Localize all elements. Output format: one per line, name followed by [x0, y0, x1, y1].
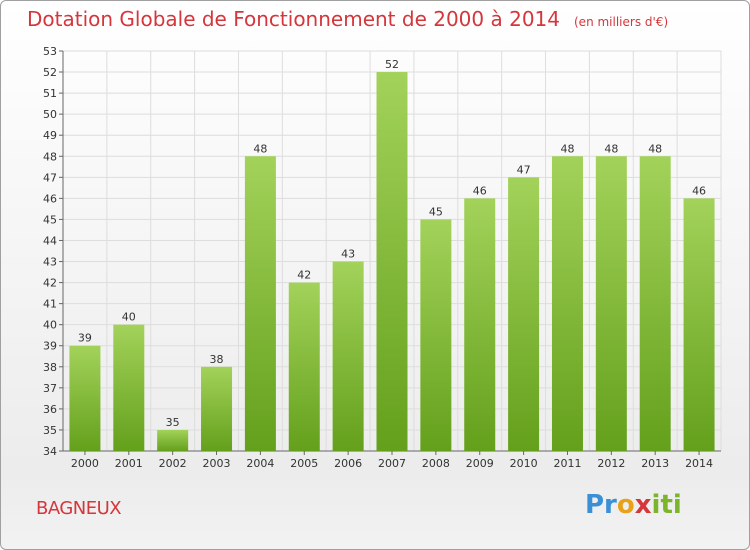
y-tick-label: 44 — [43, 234, 57, 247]
commune-name: BAGNEUX — [36, 498, 122, 519]
bar — [157, 429, 189, 451]
y-tick-label: 42 — [43, 277, 57, 290]
y-tick-label: 45 — [43, 213, 57, 226]
bar-value-label: 52 — [385, 58, 399, 71]
logo-part-1: Pr — [585, 490, 617, 520]
chart-title: Dotation Globale de Fonctionnement de 20… — [27, 7, 668, 31]
bar — [551, 156, 583, 451]
y-tick-label: 48 — [43, 150, 57, 163]
x-tick-label: 2004 — [246, 457, 274, 470]
chart-subtitle: (en milliers d'€) — [574, 15, 669, 29]
bar-value-label: 47 — [517, 163, 531, 176]
y-tick-label: 51 — [43, 87, 57, 100]
y-tick-label: 52 — [43, 66, 57, 79]
bar — [244, 156, 276, 451]
y-tick-label: 35 — [43, 424, 57, 437]
x-tick-labels: 2000 2001 2002 2003 2004 2005 2006 2007 2008 2009… — [71, 457, 713, 470]
bar-value-label: 38 — [210, 353, 224, 366]
bar-value-label: 46 — [473, 184, 487, 197]
bars — [69, 72, 715, 451]
bar-value-label: 48 — [253, 142, 267, 155]
logo-part-4: iti — [651, 490, 682, 520]
bar — [332, 261, 364, 451]
bar-value-label: 39 — [78, 332, 92, 345]
y-tick-label: 53 — [43, 45, 57, 58]
x-tick-label: 2014 — [685, 457, 713, 470]
y-tick-label: 50 — [43, 108, 57, 121]
bar-value-label: 35 — [166, 416, 180, 429]
y-tick-label: 41 — [43, 298, 57, 311]
bar — [683, 198, 715, 451]
bar — [113, 324, 145, 451]
bar — [288, 282, 320, 451]
bar — [420, 219, 452, 451]
x-tick-label: 2002 — [159, 457, 187, 470]
bar — [376, 72, 408, 451]
x-tick-label: 2003 — [203, 457, 231, 470]
y-tick-label: 40 — [43, 319, 57, 332]
x-tick-label: 2009 — [466, 457, 494, 470]
y-tick-label: 37 — [43, 382, 57, 395]
proxiti-logo[interactable]: Proxiti — [585, 490, 682, 520]
bar-value-label: 48 — [604, 142, 618, 155]
y-tick-label: 39 — [43, 340, 57, 353]
bar-value-label: 46 — [692, 184, 706, 197]
bar — [595, 156, 627, 451]
chart-title-text: Dotation Globale de Fonctionnement de 20… — [27, 7, 560, 31]
bar — [201, 366, 233, 451]
x-tick-label: 2008 — [422, 457, 450, 470]
data-labels: 39 40 35 38 48 42 43 52 45 46 47 48 48 48 46 — [78, 58, 706, 429]
x-tick-label: 2011 — [553, 457, 581, 470]
bar — [464, 198, 496, 451]
x-tick-label: 2010 — [510, 457, 538, 470]
bar-value-label: 43 — [341, 248, 355, 261]
y-tick-label: 34 — [43, 445, 57, 458]
bar-value-label: 48 — [560, 142, 574, 155]
bar — [508, 177, 540, 451]
bar-value-label: 40 — [122, 311, 136, 324]
x-tick-label: 2007 — [378, 457, 406, 470]
x-tick-label: 2013 — [641, 457, 669, 470]
bar-value-label: 42 — [297, 269, 311, 282]
x-tick-label: 2001 — [115, 457, 143, 470]
y-tick-label: 43 — [43, 256, 57, 269]
logo-part-2: o — [616, 490, 635, 520]
x-tick-label: 2005 — [290, 457, 318, 470]
bar — [69, 345, 101, 451]
y-tick-label: 46 — [43, 192, 57, 205]
bar-value-label: 45 — [429, 205, 443, 218]
logo-part-3: x — [634, 490, 652, 520]
y-tick-label: 49 — [43, 129, 57, 142]
bar — [639, 156, 671, 451]
y-tick-labels: 34 35 36 37 38 39 40 41 42 43 44 45 46 47 48 49 50 51 52 53 — [43, 45, 57, 458]
y-tick-label: 36 — [43, 403, 57, 416]
y-tick-label: 47 — [43, 171, 57, 184]
x-tick-label: 2012 — [597, 457, 625, 470]
x-tick-label: 2006 — [334, 457, 362, 470]
x-tick-label: 2000 — [71, 457, 99, 470]
y-tick-label: 38 — [43, 361, 57, 374]
bar-value-label: 48 — [648, 142, 662, 155]
